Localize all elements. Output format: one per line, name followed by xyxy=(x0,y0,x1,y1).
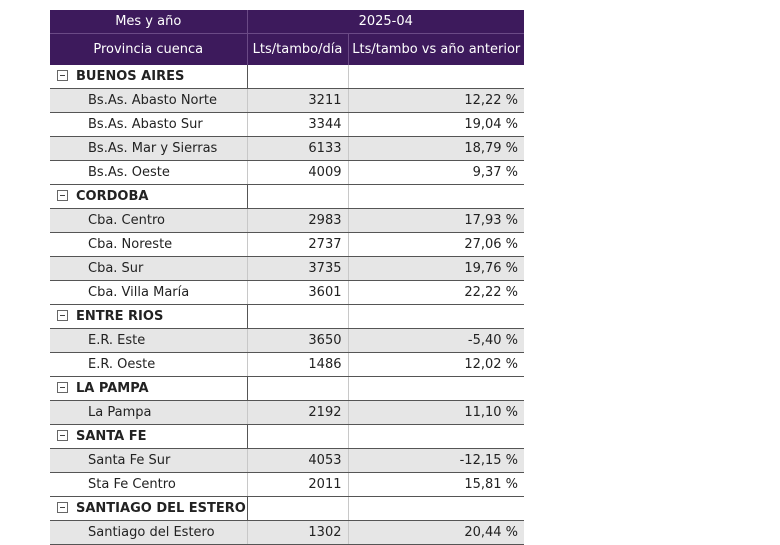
row-label: Bs.As. Mar y Sierras xyxy=(50,136,248,161)
table-row[interactable]: Bs.As. Mar y Sierras 6133 18,79 % xyxy=(50,136,525,161)
table-row[interactable]: Sta Fe Centro 2011 15,81 % xyxy=(50,472,525,497)
collapse-icon[interactable] xyxy=(57,310,68,321)
row-label: Cba. Sur xyxy=(50,256,248,281)
row-vs-value: 11,10 % xyxy=(348,400,525,425)
row-lts-value: 3650 xyxy=(247,328,349,353)
group-row: LA PAMPA xyxy=(50,376,525,401)
row-label: E.R. Oeste xyxy=(50,352,248,377)
group-row: SANTA FE xyxy=(50,424,525,449)
group-label: BUENOS AIRES xyxy=(76,69,185,84)
table-row[interactable]: Cba. Noreste 2737 27,06 % xyxy=(50,232,525,257)
collapse-icon[interactable] xyxy=(57,382,68,393)
group-label: SANTIAGO DEL ESTERO xyxy=(76,501,246,516)
row-label: Sta Fe Centro xyxy=(50,472,248,497)
header-vs-previous-year[interactable]: Lts/tambo vs año anterior xyxy=(348,33,525,65)
group-cell: SANTA FE xyxy=(50,424,248,449)
row-label: Cba. Villa María xyxy=(50,280,248,305)
row-label: E.R. Este xyxy=(50,328,248,353)
group-cell: SANTIAGO DEL ESTERO xyxy=(50,496,248,521)
row-label: Bs.As. Abasto Norte xyxy=(50,88,248,113)
row-label: La Pampa xyxy=(50,400,248,425)
row-lts-value: 3211 xyxy=(247,88,349,113)
table-row[interactable]: E.R. Oeste 1486 12,02 % xyxy=(50,352,525,377)
table-body: BUENOS AIRES Bs.As. Abasto Norte 3211 12,22… xyxy=(50,65,525,545)
pivot-table: Mes y año 2025-04 Provincia cuenca Lts/t… xyxy=(50,10,525,545)
row-vs-value: 12,02 % xyxy=(348,352,525,377)
group-label: SANTA FE xyxy=(76,429,147,444)
row-label: Santa Fe Sur xyxy=(50,448,248,473)
row-lts-value: 4009 xyxy=(247,160,349,185)
row-lts-value: 1302 xyxy=(247,520,349,545)
row-lts-value: 2192 xyxy=(247,400,349,425)
table-row[interactable]: Cba. Villa María 3601 22,22 % xyxy=(50,280,525,305)
table-row[interactable]: Cba. Sur 3735 19,76 % xyxy=(50,256,525,281)
table-row[interactable]: Bs.As. Abasto Norte 3211 12,22 % xyxy=(50,88,525,113)
collapse-icon[interactable] xyxy=(57,430,68,441)
row-label: Cba. Noreste xyxy=(50,232,248,257)
header-lts[interactable]: Lts/tambo/día xyxy=(247,33,349,65)
table-row[interactable]: Santa Fe Sur 4053 -12,15 % xyxy=(50,448,525,473)
header-month-year[interactable]: Mes y año xyxy=(50,10,248,34)
row-lts-value: 3601 xyxy=(247,280,349,305)
row-label: Santiago del Estero xyxy=(50,520,248,545)
row-vs-value: 18,79 % xyxy=(348,136,525,161)
row-vs-value: 27,06 % xyxy=(348,232,525,257)
row-vs-value: -12,15 % xyxy=(348,448,525,473)
row-label: Cba. Centro xyxy=(50,208,248,233)
row-label: Bs.As. Oeste xyxy=(50,160,248,185)
row-vs-value: -5,40 % xyxy=(348,328,525,353)
row-lts-value: 1486 xyxy=(247,352,349,377)
group-cell: CORDOBA xyxy=(50,184,248,209)
row-label: Bs.As. Abasto Sur xyxy=(50,112,248,137)
group-cell: ENTRE RIOS xyxy=(50,304,248,329)
group-label: LA PAMPA xyxy=(76,381,149,396)
pivot-table-container: Mes y año 2025-04 Provincia cuenca Lts/t… xyxy=(50,10,525,545)
collapse-icon[interactable] xyxy=(57,502,68,513)
table-row[interactable]: La Pampa 2192 11,10 % xyxy=(50,400,525,425)
table-row[interactable]: E.R. Este 3650 -5,40 % xyxy=(50,328,525,353)
collapse-icon[interactable] xyxy=(57,70,68,81)
row-lts-value: 3344 xyxy=(247,112,349,137)
group-row: ENTRE RIOS xyxy=(50,304,525,329)
table-row[interactable]: Santiago del Estero 1302 20,44 % xyxy=(50,520,525,545)
group-row: SANTIAGO DEL ESTERO xyxy=(50,496,525,521)
group-label: ENTRE RIOS xyxy=(76,309,164,324)
header-period[interactable]: 2025-04 xyxy=(247,10,525,34)
group-cell: LA PAMPA xyxy=(50,376,248,401)
group-row: BUENOS AIRES xyxy=(50,65,525,89)
table-row[interactable]: Cba. Centro 2983 17,93 % xyxy=(50,208,525,233)
table-header: Mes y año 2025-04 Provincia cuenca Lts/t… xyxy=(50,10,525,65)
row-vs-value: 22,22 % xyxy=(348,280,525,305)
row-vs-value: 19,04 % xyxy=(348,112,525,137)
row-vs-value: 12,22 % xyxy=(348,88,525,113)
row-vs-value: 17,93 % xyxy=(348,208,525,233)
table-row[interactable]: Bs.As. Oeste 4009 9,37 % xyxy=(50,160,525,185)
row-lts-value: 4053 xyxy=(247,448,349,473)
row-vs-value: 20,44 % xyxy=(348,520,525,545)
row-vs-value: 15,81 % xyxy=(348,472,525,497)
row-vs-value: 19,76 % xyxy=(348,256,525,281)
row-lts-value: 2011 xyxy=(247,472,349,497)
row-lts-value: 3735 xyxy=(247,256,349,281)
row-lts-value: 2983 xyxy=(247,208,349,233)
group-row: CORDOBA xyxy=(50,184,525,209)
row-lts-value: 6133 xyxy=(247,136,349,161)
row-vs-value: 9,37 % xyxy=(348,160,525,185)
table-row[interactable]: Bs.As. Abasto Sur 3344 19,04 % xyxy=(50,112,525,137)
row-lts-value: 2737 xyxy=(247,232,349,257)
group-label: CORDOBA xyxy=(76,189,149,204)
group-cell: BUENOS AIRES xyxy=(50,65,248,89)
collapse-icon[interactable] xyxy=(57,190,68,201)
header-province[interactable]: Provincia cuenca xyxy=(50,33,248,65)
